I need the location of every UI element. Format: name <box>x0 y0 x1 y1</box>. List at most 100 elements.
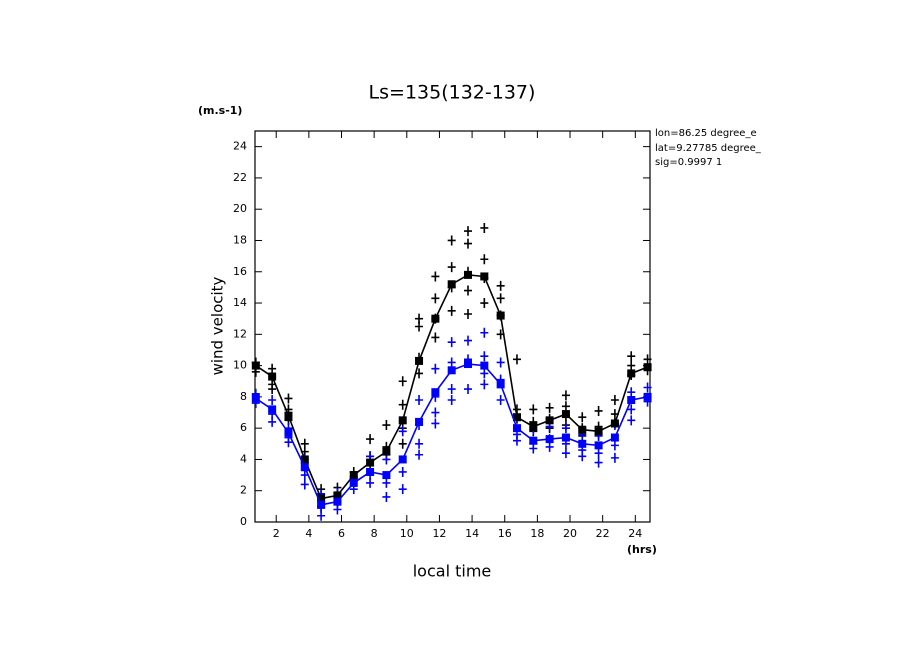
square-marker <box>268 372 277 381</box>
cross-marker <box>447 337 456 348</box>
cross-marker <box>561 448 570 459</box>
cross-marker <box>447 395 456 406</box>
cross-marker <box>447 384 456 395</box>
y-tick-label: 0 <box>240 515 247 528</box>
square-marker <box>464 270 473 279</box>
y-tick-label: 14 <box>233 296 247 309</box>
square-marker <box>643 392 652 401</box>
square-marker <box>251 394 260 403</box>
cross-marker <box>578 412 587 423</box>
cross-marker <box>415 395 424 406</box>
cross-marker <box>398 438 407 449</box>
square-marker <box>317 500 326 509</box>
cross-marker <box>431 332 440 343</box>
x-tick-label: 18 <box>530 527 544 540</box>
cross-marker <box>464 335 473 346</box>
y-tick-label: 22 <box>233 171 247 184</box>
cross-marker <box>447 235 456 246</box>
square-marker <box>382 471 391 480</box>
square-marker <box>398 455 407 464</box>
square-marker <box>610 419 619 428</box>
square-marker <box>333 491 342 500</box>
cross-marker <box>431 418 440 429</box>
square-marker <box>349 478 358 487</box>
cross-marker <box>464 384 473 395</box>
cross-marker <box>464 285 473 296</box>
cross-marker <box>447 357 456 368</box>
cross-marker <box>643 354 652 365</box>
cross-marker <box>398 399 407 410</box>
cross-marker <box>610 440 619 451</box>
square-marker <box>545 416 554 425</box>
cross-marker <box>382 420 391 431</box>
cross-marker <box>268 416 277 427</box>
cross-marker <box>415 438 424 449</box>
cross-marker <box>643 382 652 393</box>
square-marker <box>447 366 456 375</box>
cross-marker <box>545 402 554 413</box>
square-marker <box>431 388 440 397</box>
cross-marker <box>366 434 375 445</box>
cross-marker <box>284 437 293 448</box>
x-tick-label: 12 <box>432 527 446 540</box>
cross-marker <box>464 238 473 249</box>
cross-marker <box>594 457 603 468</box>
square-marker <box>398 416 407 425</box>
cross-marker <box>561 390 570 401</box>
square-marker <box>349 471 358 480</box>
square-marker <box>415 417 424 426</box>
cross-marker <box>627 387 636 398</box>
square-marker <box>415 356 424 365</box>
cross-marker <box>545 441 554 452</box>
square-marker <box>382 447 391 456</box>
square-marker <box>545 435 554 444</box>
square-marker <box>627 396 636 405</box>
square-marker <box>431 314 440 323</box>
cross-marker <box>529 404 538 415</box>
cross-marker <box>512 435 521 446</box>
cross-marker <box>627 415 636 426</box>
square-marker <box>643 363 652 372</box>
cross-marker <box>398 426 407 437</box>
cross-marker <box>415 321 424 332</box>
y-tick-label: 4 <box>240 452 247 465</box>
cross-marker <box>594 448 603 459</box>
x-tick-label: 24 <box>628 527 642 540</box>
cross-marker <box>610 395 619 406</box>
cross-marker <box>480 327 489 338</box>
square-marker <box>578 439 587 448</box>
chart-title: Ls=135(132-137) <box>369 82 536 104</box>
square-marker <box>496 311 505 320</box>
cross-marker <box>447 305 456 316</box>
cross-marker <box>496 293 505 304</box>
x-unit: (hrs) <box>627 543 657 556</box>
square-marker <box>366 467 375 476</box>
square-marker <box>333 497 342 506</box>
y-tick-label: 8 <box>240 390 247 403</box>
y-tick-label: 10 <box>233 359 247 372</box>
y-tick-label: 20 <box>233 202 247 215</box>
cross-marker <box>480 351 489 362</box>
cross-marker <box>382 491 391 502</box>
x-tick-label: 2 <box>273 527 280 540</box>
cross-marker <box>300 479 309 490</box>
square-marker <box>268 405 277 414</box>
cross-marker <box>480 254 489 265</box>
y-tick-label: 18 <box>233 233 247 246</box>
cross-marker <box>480 379 489 390</box>
y-tick-label: 2 <box>240 484 247 497</box>
cross-marker <box>431 407 440 418</box>
cross-marker <box>333 504 342 515</box>
cross-marker <box>627 360 636 371</box>
cross-marker <box>366 477 375 488</box>
square-marker <box>366 458 375 467</box>
cross-marker <box>398 484 407 495</box>
x-tick-label: 16 <box>498 527 512 540</box>
cross-marker <box>284 393 293 404</box>
y-tick-label: 24 <box>233 140 247 153</box>
square-marker <box>578 425 587 434</box>
square-marker <box>594 441 603 450</box>
cross-marker <box>496 357 505 368</box>
